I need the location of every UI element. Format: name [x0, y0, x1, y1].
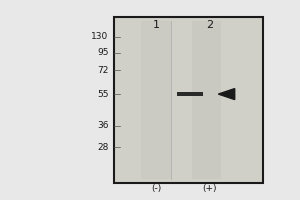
Text: 72: 72	[97, 66, 108, 75]
Bar	[177, 92, 203, 96]
Text: 55: 55	[97, 90, 108, 99]
Text: (-): (-)	[151, 184, 161, 193]
Bar	[114, 17, 263, 183]
Bar	[192, 21, 221, 179]
Text: 2: 2	[206, 20, 213, 30]
Polygon shape	[218, 89, 235, 100]
Text: 28: 28	[97, 143, 108, 152]
Text: 1: 1	[152, 20, 159, 30]
Bar	[141, 21, 171, 179]
Text: 95: 95	[97, 48, 108, 57]
Text: 36: 36	[97, 121, 108, 130]
Text: 130: 130	[91, 32, 108, 41]
Text: (+): (+)	[202, 184, 217, 193]
